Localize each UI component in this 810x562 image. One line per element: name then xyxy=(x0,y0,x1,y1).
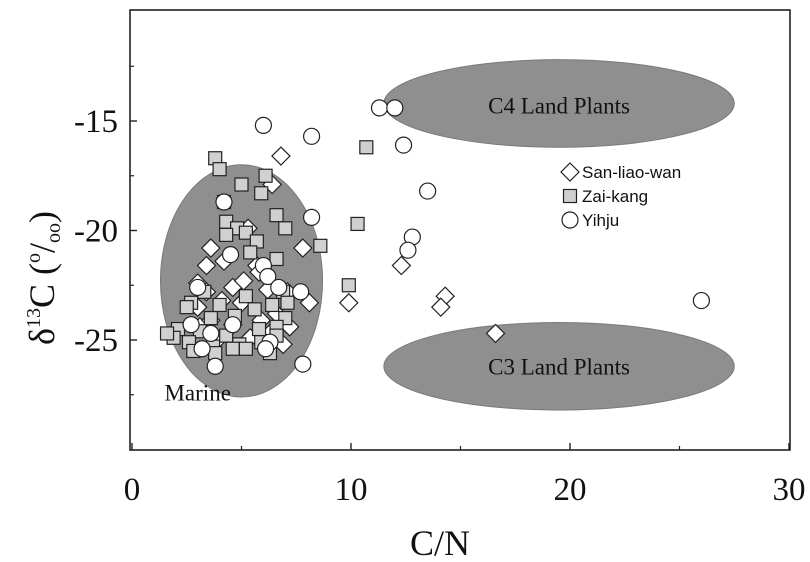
point-square-2-24 xyxy=(280,295,295,310)
point-circle-3-24 xyxy=(399,241,417,259)
legend-marker-square xyxy=(562,188,578,204)
point-diamond-1-34 xyxy=(430,297,451,317)
y-axis-delta: δ xyxy=(22,328,62,345)
point-diamond-1-4 xyxy=(200,238,221,258)
markers-layer xyxy=(159,99,711,375)
point-square-2-3 xyxy=(258,168,273,183)
point-square-2-6 xyxy=(254,186,269,201)
legend-marker-diamond xyxy=(560,162,580,182)
point-circle-3-3 xyxy=(215,193,233,211)
point-circle-3-5 xyxy=(221,245,240,264)
point-circle-3-12 xyxy=(224,316,242,334)
point-square-2-46 xyxy=(341,278,356,293)
point-circle-3-15 xyxy=(193,340,211,358)
point-circle-3-2 xyxy=(302,127,321,145)
region-labels-layer: C4 Land Plants C3 Land Plants Marine xyxy=(164,94,630,406)
point-diamond-1-6 xyxy=(196,255,217,276)
point-diamond-1-32 xyxy=(391,255,412,276)
point-square-2-40 xyxy=(159,326,175,341)
legend-marker-circle xyxy=(561,211,579,229)
point-circle-3-9 xyxy=(189,278,207,297)
x-axis-title: C/N xyxy=(410,523,470,562)
legend-label-3: Yihju xyxy=(582,211,619,230)
point-circle-3-11 xyxy=(202,324,220,343)
y-axis-permil-sub: oo xyxy=(43,223,65,243)
point-square-2-47 xyxy=(350,216,365,232)
point-square-2-21 xyxy=(179,300,194,315)
y-axis-sup: 13 xyxy=(23,308,45,328)
x-tick-label-1: 0 xyxy=(124,472,141,508)
y-tick-label-2: -20 xyxy=(74,214,118,250)
point-square-2-16 xyxy=(269,251,284,267)
point-square-2-42 xyxy=(225,341,240,356)
y-axis-slash: / xyxy=(22,243,62,253)
point-square-2-15 xyxy=(243,245,258,260)
region-ellipse-2 xyxy=(383,321,735,411)
y-axis-main: C ( xyxy=(22,263,62,308)
point-circle-3-16 xyxy=(206,357,224,375)
point-square-2-14 xyxy=(313,238,328,253)
point-circle-3-14 xyxy=(292,283,310,301)
point-circle-3-22 xyxy=(419,182,437,200)
point-circle-3-8 xyxy=(270,278,288,297)
point-circle-3-7 xyxy=(259,267,277,286)
y-axis-close: ) xyxy=(22,211,62,223)
region-label-1: C4 Land Plants xyxy=(488,94,630,119)
point-diamond-1-1 xyxy=(271,146,291,166)
legend-label-2: Zai-kang xyxy=(582,187,648,206)
point-diamond-1-9 xyxy=(292,238,313,258)
region-label-3: Marine xyxy=(164,381,230,406)
x-tick-label-3: 20 xyxy=(554,472,587,508)
point-square-2-2 xyxy=(212,162,227,177)
point-circle-3-19 xyxy=(370,99,389,117)
point-circle-3-18 xyxy=(294,355,312,373)
x-tick-label-2: 10 xyxy=(335,472,368,508)
point-square-2-19 xyxy=(238,289,253,304)
y-axis-permil-sup: o xyxy=(23,253,45,263)
point-square-2-10 xyxy=(219,227,234,242)
point-diamond-1-35 xyxy=(485,323,506,344)
x-tick-label-4: 30 xyxy=(773,472,806,508)
point-square-2-13 xyxy=(278,221,293,236)
point-square-2-9 xyxy=(269,208,284,223)
point-square-2-28 xyxy=(203,311,218,326)
legend-label-1: San-liao-wan xyxy=(582,163,681,182)
y-tick-label-1: -15 xyxy=(74,104,118,140)
point-square-2-11 xyxy=(238,225,253,240)
axis-ticks: 0 10 20 30 -15 -20 -25 xyxy=(74,65,806,508)
point-square-2-26 xyxy=(247,302,262,317)
point-circle-3-4 xyxy=(302,208,321,226)
y-axis-title: δ13C (o/oo) xyxy=(22,211,65,345)
point-square-2-43 xyxy=(238,341,253,356)
point-square-2-48 xyxy=(359,140,374,155)
point-square-2-4 xyxy=(234,177,249,192)
legend: San-liao-wan Zai-kang Yihju xyxy=(560,162,681,230)
point-circle-3-21 xyxy=(394,136,413,154)
point-circle-3-10 xyxy=(182,316,200,334)
point-circle-3-25 xyxy=(692,291,711,310)
point-circle-3-20 xyxy=(386,99,404,117)
y-tick-label-3: -25 xyxy=(74,323,118,359)
point-square-2-23 xyxy=(265,297,280,313)
region-label-2: C3 Land Plants xyxy=(488,354,630,379)
point-square-2-22 xyxy=(212,297,227,313)
point-diamond-1-31 xyxy=(338,292,359,313)
point-circle-3-1 xyxy=(254,116,272,134)
point-circle-3-17 xyxy=(256,340,275,358)
point-square-2-32 xyxy=(251,321,267,337)
